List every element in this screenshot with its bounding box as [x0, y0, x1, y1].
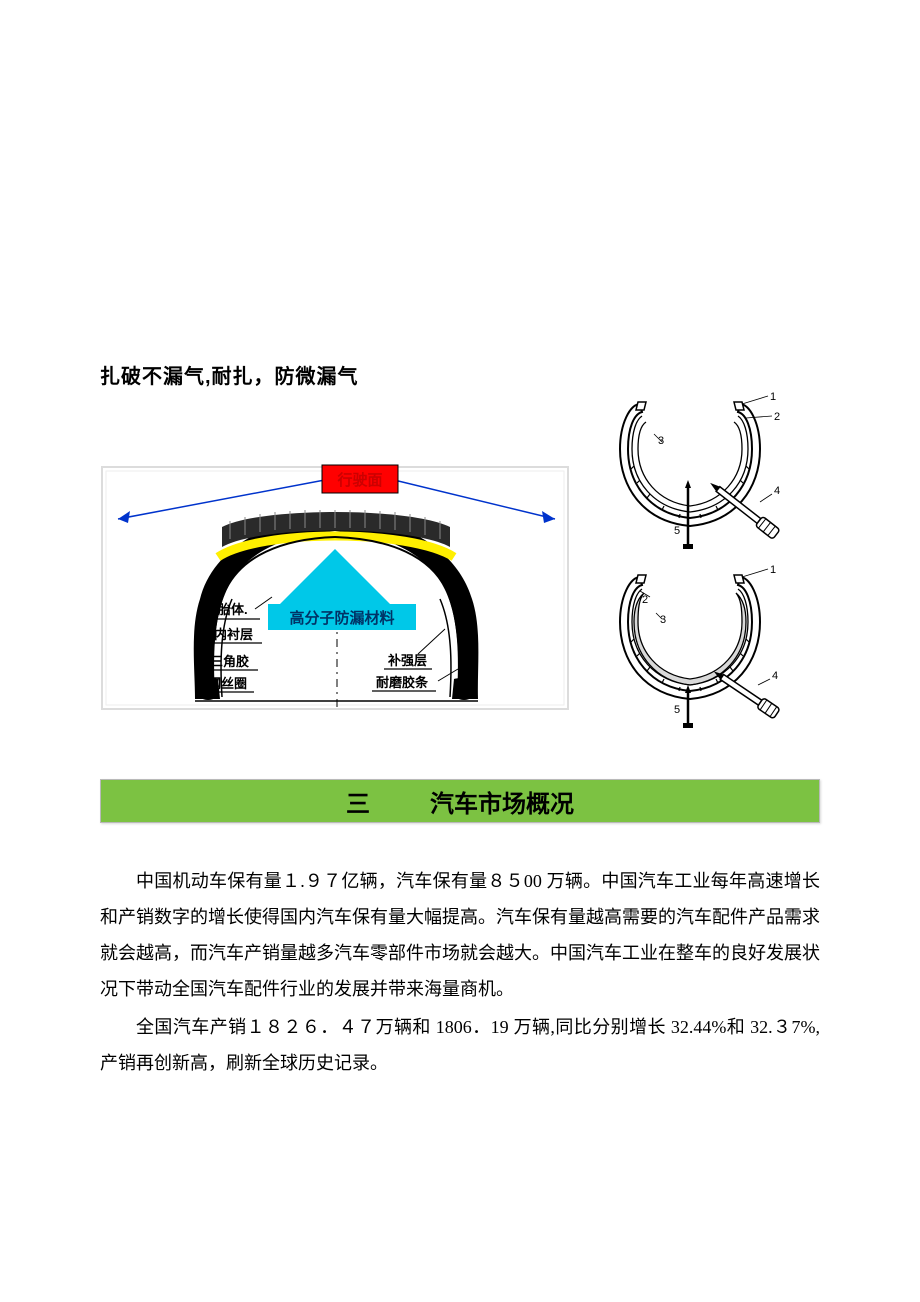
section-number: 三 [346, 784, 370, 819]
label-left-0: 胎体. [218, 602, 248, 617]
section-title: 汽车市场概况 [430, 784, 574, 819]
label-right-1: 耐磨胶条 [376, 675, 429, 690]
part-num-4a: 4 [774, 485, 780, 497]
part-num-3b: 3 [660, 614, 666, 626]
part-num-1a: 1 [770, 391, 776, 403]
part-num-2a: 2 [774, 411, 780, 423]
callout-label: 高分子防漏材料 [289, 609, 394, 627]
part-num-3a: 3 [658, 435, 664, 447]
tire-nail-diagrams: 1 2 3 4 5 [600, 389, 790, 729]
label-left-2: 三角胶 [210, 654, 249, 669]
document-page: 扎破不漏气,耐扎，防微漏气 行驶面 [0, 0, 920, 1163]
label-left-1: 内衬层 [214, 627, 253, 642]
subtitle-heading: 扎破不漏气,耐扎，防微漏气 [100, 360, 820, 389]
part-num-4b: 4 [772, 670, 778, 682]
part-num-1b: 1 [770, 564, 776, 576]
part-num-5a: 5 [674, 525, 680, 537]
paragraph-2: 全国汽车产销１８２６．４７万辆和 1806．19 万辆,同比分别增长 32.44… [100, 1009, 820, 1081]
part-num-2b: 2 [642, 594, 648, 606]
label-right-0: 补强层 [387, 653, 427, 668]
section-banner: 三 汽车市场概况 [100, 779, 820, 823]
label-left-3: 钢丝圈 [208, 676, 247, 691]
paragraph-1: 中国机动车保有量１.９７亿辆，汽车保有量８５00 万辆。中国汽车工业每年高速增长… [100, 863, 820, 1007]
body-text: 中国机动车保有量１.９７亿辆，汽车保有量８５00 万辆。中国汽车工业每年高速增长… [100, 863, 820, 1081]
tire-cross-section-diagram: 行驶面 [100, 429, 570, 729]
part-num-5b: 5 [674, 704, 680, 716]
diagram-row: 行驶面 [100, 429, 820, 729]
top-box-label: 行驶面 [336, 471, 382, 489]
